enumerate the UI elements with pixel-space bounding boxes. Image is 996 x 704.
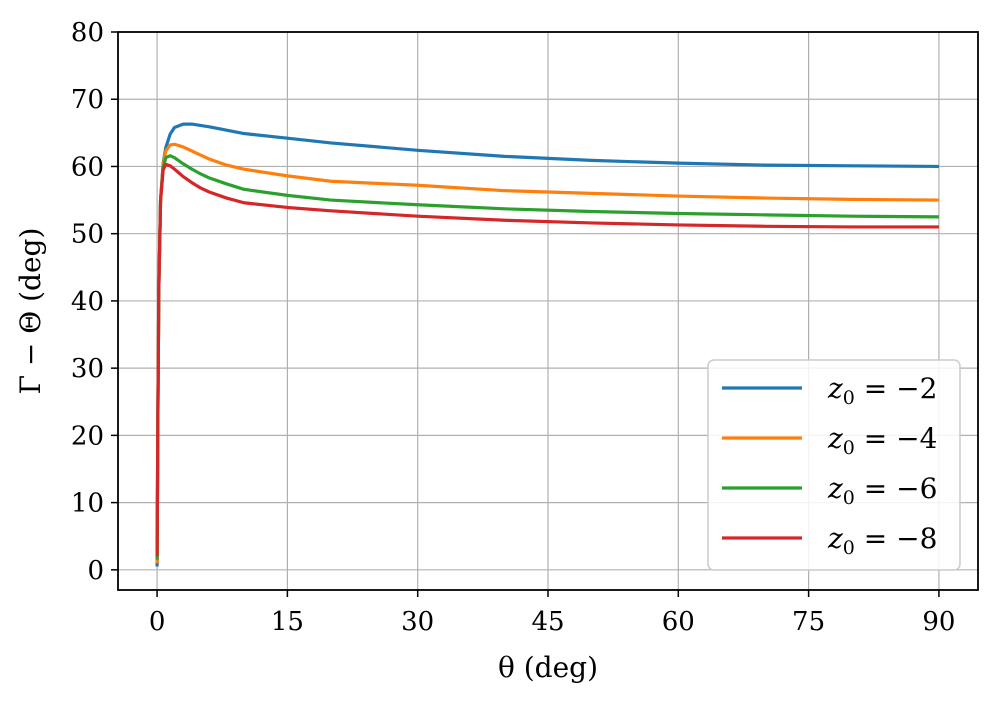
x-tick-label: 90	[922, 607, 955, 637]
y-tick-label: 20	[71, 421, 104, 451]
legend-label: z0 = −2	[827, 372, 937, 409]
x-tick-label: 60	[662, 607, 695, 637]
x-axis-label: θ (deg)	[498, 651, 598, 684]
legend-label: z0 = −8	[827, 522, 937, 559]
x-tick-label: 0	[149, 607, 166, 637]
x-tick-label: 45	[531, 607, 564, 637]
y-tick-label: 30	[71, 354, 104, 384]
y-axis-label: Γ − Θ (deg)	[14, 228, 47, 395]
x-tick-label: 30	[401, 607, 434, 637]
legend-label: z0 = −6	[827, 472, 937, 509]
y-tick-label: 50	[71, 220, 104, 250]
legend-label: z0 = −4	[827, 422, 937, 459]
y-tick-label: 80	[71, 18, 104, 48]
y-axis: 0 10 20 30 40 50 60 70 80	[71, 18, 118, 586]
series-line	[155, 162, 939, 557]
y-tick-label: 10	[71, 489, 104, 519]
legend-box	[707, 359, 961, 571]
y-tick-label: 40	[71, 287, 104, 317]
y-tick-label: 70	[71, 85, 104, 115]
x-tick-label: 75	[792, 607, 825, 637]
x-tick-label: 15	[271, 607, 304, 637]
y-tick-label: 60	[71, 152, 104, 182]
legend: z0 = −2 z0 = −4 z0 = −6 z0 = −8	[707, 359, 961, 571]
x-axis: 0 15 30 45 60 75 90	[149, 590, 955, 637]
y-tick-label: 0	[87, 556, 104, 586]
series-lines	[155, 122, 939, 567]
